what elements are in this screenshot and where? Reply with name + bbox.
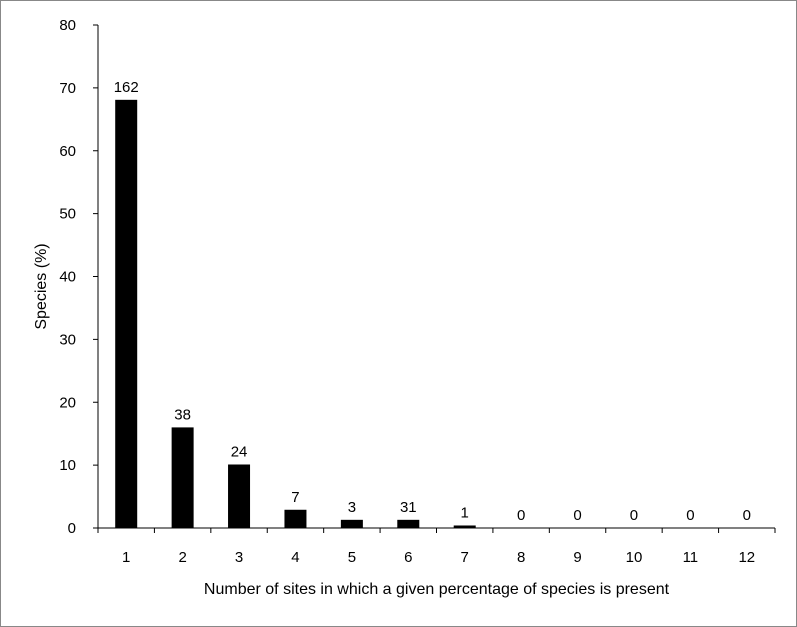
y-tick-label: 80 (59, 17, 76, 34)
x-tick-label: 3 (235, 549, 243, 566)
y-tick-label: 40 (59, 269, 76, 286)
bar (228, 464, 251, 528)
data-label: 1 (461, 504, 469, 521)
x-tick-label: 9 (573, 549, 581, 566)
x-tick-label: 7 (461, 549, 469, 566)
y-tick-label: 20 (59, 394, 76, 411)
bar (453, 525, 476, 528)
data-label: 31 (400, 499, 417, 516)
x-tick-label: 8 (517, 549, 525, 566)
data-label: 0 (686, 507, 694, 524)
bars (115, 99, 476, 528)
x-tick-label: 12 (738, 549, 755, 566)
y-axis-title: Species (%) (33, 243, 50, 329)
data-label: 162 (114, 79, 139, 96)
y-tick-label: 30 (59, 331, 76, 348)
x-tick-label: 1 (122, 549, 130, 566)
y-tick-label: 70 (59, 80, 76, 97)
x-axis-title: Number of sites in which a given percent… (204, 581, 670, 598)
bar (171, 427, 194, 528)
bar (397, 519, 420, 528)
bar (115, 99, 138, 528)
x-tick-label: 10 (626, 549, 643, 566)
data-label: 7 (291, 489, 299, 506)
bar (340, 519, 363, 528)
x-axis-ticks: 1 2 3 4 5 6 7 8 9 10 11 12 (97, 528, 776, 566)
data-labels: 162 38 24 7 3 31 1 0 0 0 0 0 (114, 79, 751, 524)
data-label: 0 (630, 507, 638, 524)
y-tick-label: 50 (59, 206, 76, 223)
data-label: 0 (743, 507, 751, 524)
data-label: 0 (517, 507, 525, 524)
data-label: 3 (348, 499, 356, 516)
y-tick-label: 0 (68, 520, 76, 537)
data-label: 24 (231, 443, 248, 460)
x-tick-label: 6 (404, 549, 412, 566)
y-axis-ticks: 0 10 20 30 40 50 60 70 80 (59, 17, 98, 537)
y-tick-label: 10 (59, 457, 76, 474)
bar (284, 509, 307, 528)
data-label: 38 (174, 406, 191, 423)
data-label: 0 (573, 507, 581, 524)
x-tick-label: 4 (291, 549, 299, 566)
x-tick-label: 11 (683, 549, 699, 566)
x-tick-label: 5 (348, 549, 356, 566)
x-tick-label: 2 (178, 549, 186, 566)
y-tick-label: 60 (59, 143, 76, 160)
